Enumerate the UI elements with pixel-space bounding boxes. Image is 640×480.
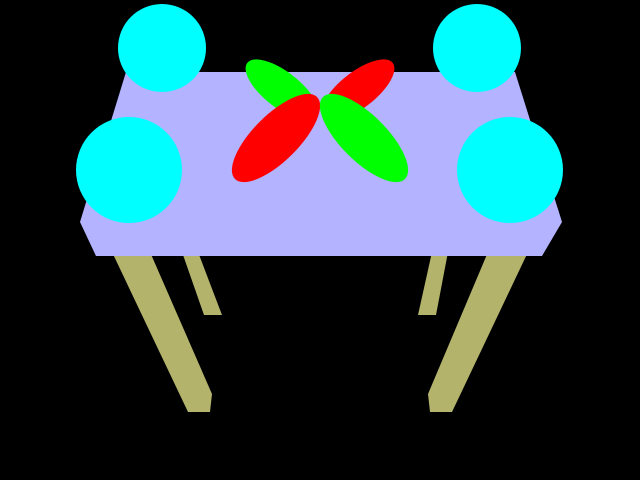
table-leg-front-right	[428, 252, 528, 412]
sphere-front-left	[76, 117, 182, 223]
sphere-front-right	[457, 117, 563, 223]
table-leg-back-left	[182, 252, 222, 315]
propeller-blade-front-right	[319, 93, 409, 183]
sphere-back-right	[433, 4, 521, 92]
sphere-back-left	[118, 4, 206, 92]
table-leg-front-left	[112, 252, 212, 412]
table-top	[80, 72, 562, 256]
table-leg-back-right	[418, 252, 448, 315]
propeller-blade-front-left	[231, 93, 321, 183]
